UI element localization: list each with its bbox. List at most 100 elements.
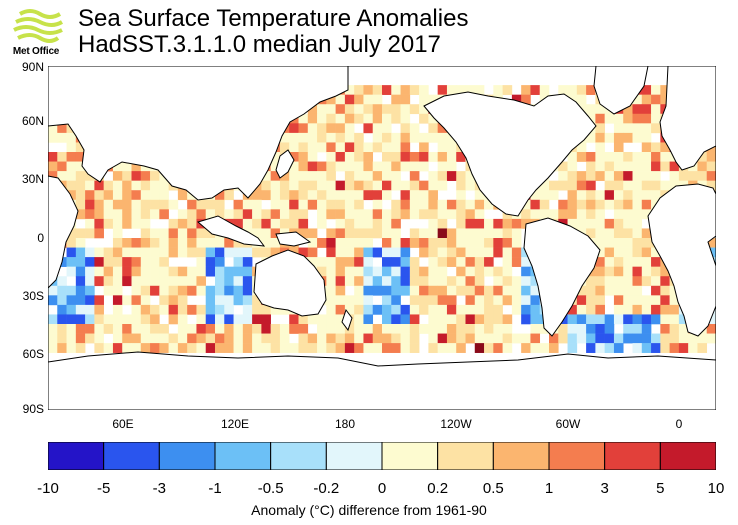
anomaly-cell: [289, 190, 299, 201]
anomaly-cell: [567, 152, 578, 162]
anomaly-cell: [428, 285, 438, 296]
anomaly-cell: [419, 180, 429, 191]
anomaly-cell: [391, 324, 401, 334]
anomaly-cell: [382, 123, 392, 134]
anomaly-cell: [85, 228, 95, 239]
anomaly-cell: [456, 190, 466, 201]
anomaly-cell: [48, 333, 58, 344]
anomaly-cell: [94, 276, 104, 287]
anomaly-cell: [400, 285, 411, 296]
anomaly-cell: [326, 209, 336, 220]
anomaly-cell: [576, 171, 587, 181]
anomaly-cell: [344, 209, 355, 220]
anomaly-cell: [669, 343, 680, 353]
anomaly-cell: [641, 209, 652, 220]
anomaly-cell: [669, 314, 680, 325]
anomaly-cell: [484, 218, 494, 229]
anomaly-cell: [66, 132, 77, 143]
anomaly-cell: [168, 247, 179, 258]
anomaly-cell: [298, 247, 309, 258]
anomaly-cell: [456, 314, 466, 325]
anomaly-cell: [632, 285, 643, 296]
anomaly-cell: [289, 132, 299, 143]
anomaly-cell: [651, 180, 661, 191]
anomaly-cell: [224, 209, 234, 220]
anomaly-cell: [344, 171, 355, 181]
anomaly-cell: [660, 295, 670, 306]
anomaly-cell: [85, 314, 95, 325]
anomaly-cell: [567, 218, 578, 229]
anomaly-cell: [706, 180, 717, 191]
anomaly-cell: [335, 132, 346, 143]
anomaly-cell: [298, 142, 309, 153]
anomaly-cell: [159, 199, 169, 210]
anomaly-cell: [354, 94, 364, 105]
anomaly-cell: [140, 228, 151, 239]
anomaly-cell: [428, 171, 438, 181]
anomaly-cell: [604, 132, 615, 143]
anomaly-cell: [335, 266, 346, 277]
anomaly-cell: [372, 343, 383, 353]
anomaly-cell: [326, 142, 336, 153]
anomaly-cell: [372, 199, 383, 210]
anomaly-cell: [613, 113, 624, 124]
anomaly-cell: [215, 276, 225, 287]
anomaly-cell: [623, 276, 633, 287]
anomaly-cell: [372, 123, 383, 134]
anomaly-cell: [215, 247, 225, 258]
anomaly-cell: [94, 304, 104, 315]
anomaly-cell: [586, 161, 596, 172]
anomaly-cell: [595, 314, 605, 325]
anomaly-cell: [632, 113, 643, 124]
anomaly-cell: [706, 324, 717, 334]
anomaly-cell: [48, 314, 58, 325]
anomaly-cell: [576, 199, 587, 210]
anomaly-cell: [474, 333, 485, 344]
anomaly-cell: [57, 276, 67, 287]
anomaly-cell: [150, 190, 160, 201]
anomaly-cell: [697, 333, 708, 344]
anomaly-cell: [344, 199, 355, 210]
anomaly-cell: [298, 333, 309, 344]
anomaly-cell: [391, 257, 401, 267]
anomaly-cell: [391, 85, 401, 95]
anomaly-cell: [632, 190, 643, 201]
anomaly-cell: [595, 228, 605, 239]
anomaly-cell: [103, 180, 114, 191]
anomaly-cell: [344, 104, 355, 115]
anomaly-cell: [372, 190, 383, 201]
anomaly-cell: [391, 228, 401, 239]
anomaly-cell: [354, 276, 364, 287]
anomaly-cell: [697, 161, 708, 172]
colorbar-tick-label: -10: [37, 480, 59, 497]
colorbar: [47, 441, 717, 471]
anomaly-cell: [641, 238, 652, 248]
anomaly-cell: [168, 276, 179, 287]
anomaly-cell: [372, 171, 383, 181]
anomaly-cell: [456, 324, 466, 334]
anomaly-cell: [530, 285, 541, 296]
anomaly-cell: [595, 104, 605, 115]
anomaly-cell: [344, 190, 355, 201]
anomaly-cell: [150, 209, 160, 220]
anomaly-cell: [586, 228, 596, 239]
anomaly-cell: [354, 209, 364, 220]
anomaly-cell: [252, 228, 262, 239]
anomaly-cell: [419, 190, 429, 201]
anomaly-cell: [382, 209, 392, 220]
anomaly-cell: [558, 324, 568, 334]
anomaly-cell: [187, 276, 197, 287]
anomaly-cell: [131, 218, 142, 229]
anomaly-cell: [502, 247, 513, 258]
anomaly-cell: [595, 295, 605, 306]
anomaly-cell: [103, 324, 114, 334]
anomaly-cell: [177, 209, 188, 220]
anomaly-cell: [131, 171, 142, 181]
anomaly-cell: [326, 152, 336, 162]
anomaly-cell: [307, 333, 318, 344]
anomaly-cell: [196, 304, 207, 315]
anomaly-cell: [372, 218, 383, 229]
anomaly-cell: [530, 85, 541, 95]
anomaly-cell: [252, 209, 262, 220]
anomaly-cell: [298, 171, 309, 181]
